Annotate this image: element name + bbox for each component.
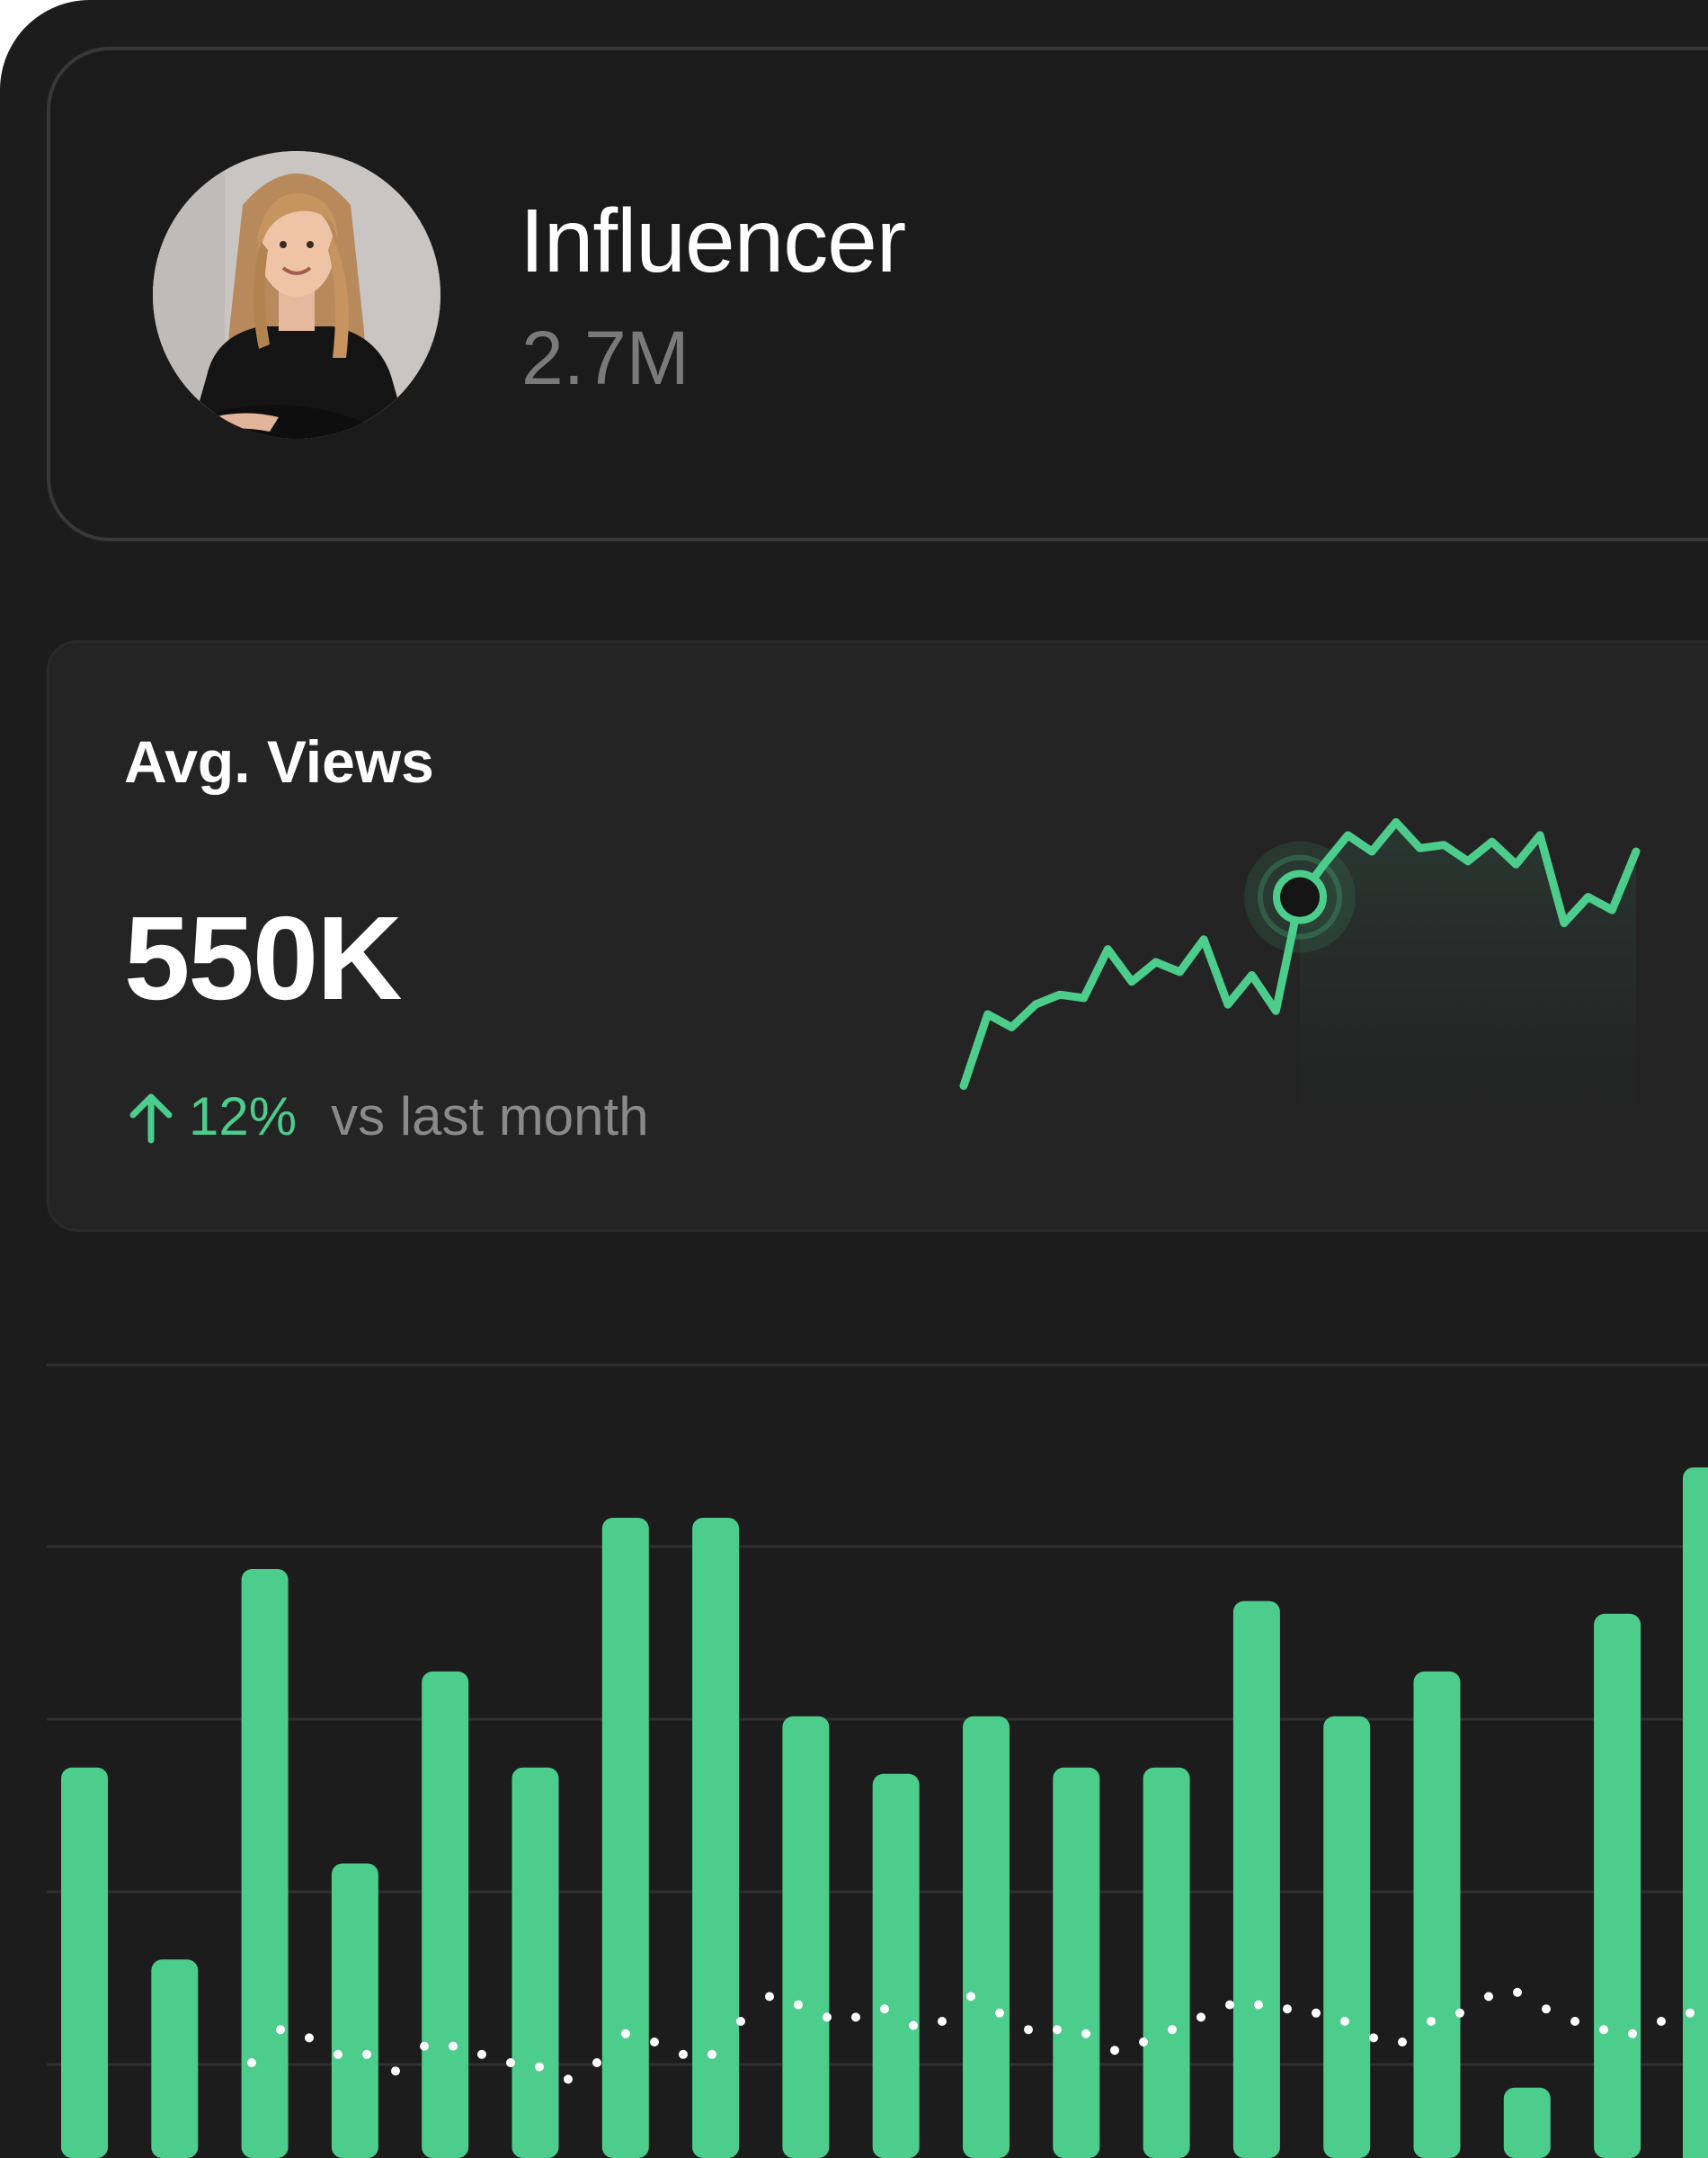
trend-dot: [1542, 2004, 1551, 2013]
trend-dot: [736, 2017, 745, 2026]
trend-dot: [1599, 2025, 1608, 2034]
trend-dot: [1686, 2009, 1695, 2018]
trend-dot: [765, 1992, 774, 2001]
trend-dot: [535, 2063, 544, 2072]
bar: [151, 1959, 198, 2158]
trend-dot: [1570, 2017, 1579, 2026]
trend-dot: [276, 2025, 285, 2034]
bar: [873, 1774, 920, 2158]
trend-dot: [1283, 2004, 1292, 2013]
trend-dot: [966, 1992, 975, 2001]
trend-dot: [305, 2033, 314, 2042]
trend-dot: [1427, 2017, 1436, 2026]
trend-dot: [247, 2058, 256, 2067]
bar: [602, 1518, 649, 2158]
trend-dot: [1340, 2017, 1349, 2026]
trend-dot: [1168, 2025, 1177, 2034]
trend-dot: [851, 2012, 860, 2021]
trend-dot: [1398, 2038, 1407, 2047]
trend-dot: [449, 2042, 458, 2051]
trend-dot: [592, 2058, 601, 2067]
trend-dot: [1225, 2001, 1234, 2010]
trend-dot: [1254, 2001, 1263, 2010]
trend-dot: [334, 2050, 342, 2059]
trend-dot: [650, 2038, 659, 2047]
trend-dot: [477, 2050, 486, 2059]
bar: [1143, 1768, 1190, 2158]
trend-dot: [1053, 2025, 1062, 2034]
trend-dot: [1312, 2009, 1321, 2018]
trend-dot: [1484, 1992, 1493, 2001]
bar: [332, 1864, 378, 2158]
trend-dot: [1628, 2029, 1637, 2038]
trend-dot: [1657, 2017, 1666, 2026]
bar: [1323, 1717, 1370, 2158]
bar: [1504, 2088, 1551, 2158]
bar: [1233, 1601, 1280, 2158]
trend-dot: [995, 2009, 1004, 2018]
trend-dot: [823, 2012, 832, 2021]
trend-dot: [1196, 2012, 1205, 2021]
bar: [61, 1768, 108, 2158]
trend-dot: [1081, 2029, 1090, 2038]
trend-dot: [1513, 1988, 1522, 1997]
trend-dot: [564, 2074, 573, 2083]
bar: [1053, 1768, 1099, 2158]
trend-dot: [391, 2066, 400, 2075]
trend-dot: [1369, 2033, 1378, 2042]
trend-dot: [362, 2050, 371, 2059]
trend-dot: [938, 2017, 947, 2026]
bar: [692, 1518, 739, 2158]
bar: [963, 1717, 1010, 2158]
bar: [242, 1569, 289, 2158]
trend-dot: [420, 2042, 429, 2051]
bar: [1414, 1672, 1461, 2158]
trend-dot: [909, 2021, 918, 2030]
bar: [1683, 1467, 1708, 2158]
bar: [512, 1768, 559, 2158]
bar: [422, 1672, 468, 2158]
bar: [782, 1717, 829, 2158]
trend-dot: [1110, 2046, 1119, 2055]
trend-dot: [679, 2050, 688, 2059]
trend-dot: [794, 2001, 803, 2010]
trend-dot: [707, 2050, 716, 2059]
trend-dot: [1455, 2009, 1464, 2018]
trend-dot: [506, 2058, 515, 2067]
trend-dot: [880, 2004, 889, 2013]
trend-dot: [621, 2029, 630, 2038]
bar: [1594, 1614, 1641, 2158]
trend-dot: [1139, 2038, 1148, 2047]
trend-dot: [1024, 2025, 1033, 2034]
